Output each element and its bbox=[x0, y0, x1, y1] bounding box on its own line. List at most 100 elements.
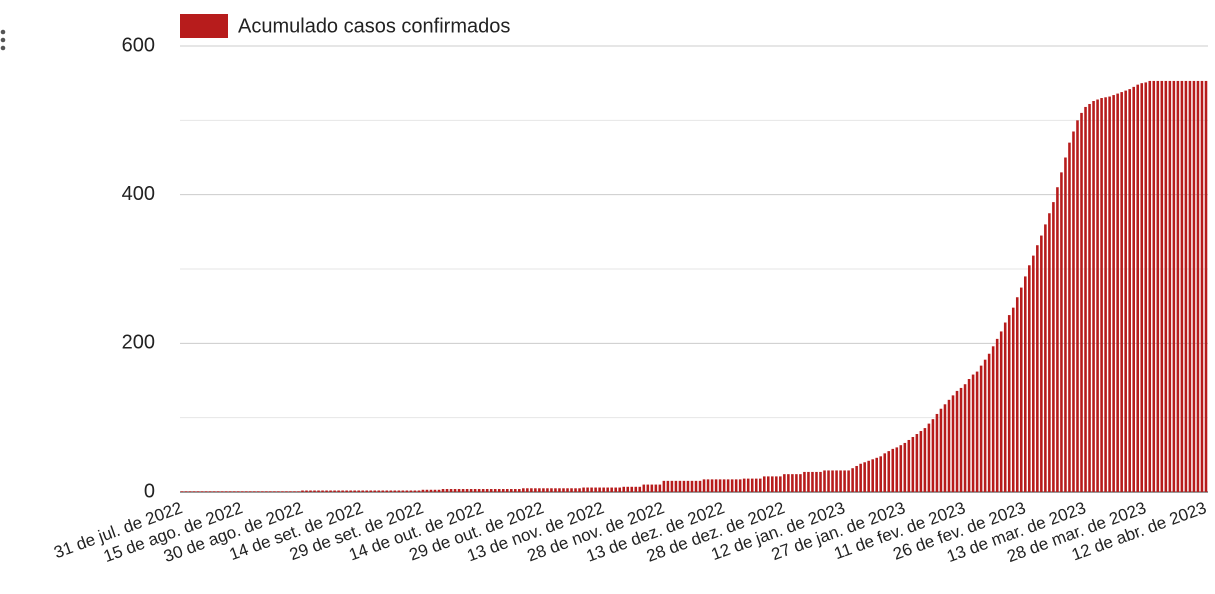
bar bbox=[216, 491, 220, 492]
bar bbox=[590, 487, 593, 492]
bar bbox=[811, 471, 814, 492]
bar bbox=[1128, 89, 1131, 492]
bar bbox=[730, 479, 734, 492]
bar bbox=[461, 489, 465, 492]
bar bbox=[999, 331, 1003, 492]
bar bbox=[1184, 80, 1188, 492]
bar bbox=[831, 470, 834, 492]
bar bbox=[638, 486, 642, 492]
bar bbox=[1019, 287, 1023, 492]
bar bbox=[839, 470, 842, 492]
bar bbox=[377, 490, 381, 492]
bar bbox=[662, 480, 666, 492]
bar bbox=[746, 478, 750, 492]
bar bbox=[204, 491, 208, 492]
bar bbox=[1144, 82, 1148, 492]
bar bbox=[959, 387, 963, 492]
bar bbox=[1068, 142, 1071, 492]
bar bbox=[738, 479, 742, 492]
bar bbox=[369, 490, 373, 492]
bar bbox=[433, 489, 437, 492]
bar bbox=[305, 490, 308, 492]
bar bbox=[321, 490, 324, 492]
bar bbox=[1056, 187, 1059, 492]
bar bbox=[586, 487, 589, 492]
bar bbox=[967, 379, 971, 492]
bar bbox=[337, 490, 340, 492]
bar bbox=[188, 491, 192, 492]
bar bbox=[642, 484, 646, 492]
bar bbox=[1196, 80, 1200, 492]
bar bbox=[1132, 86, 1135, 492]
bar bbox=[843, 470, 846, 492]
bar bbox=[558, 488, 561, 492]
bar bbox=[682, 480, 686, 492]
bar bbox=[413, 490, 417, 492]
bar bbox=[542, 488, 545, 492]
bar bbox=[546, 488, 549, 492]
bar bbox=[353, 490, 356, 492]
bar bbox=[510, 489, 513, 492]
bar bbox=[935, 413, 939, 492]
bar bbox=[289, 491, 292, 492]
bar bbox=[453, 489, 457, 492]
bar bbox=[650, 484, 654, 492]
bar bbox=[578, 488, 581, 492]
bar bbox=[485, 489, 489, 492]
bar bbox=[1024, 276, 1027, 492]
bar bbox=[1160, 80, 1164, 492]
bar bbox=[815, 471, 818, 492]
bar bbox=[975, 371, 979, 492]
bar bbox=[1007, 315, 1011, 492]
bar bbox=[698, 480, 702, 492]
bar bbox=[943, 404, 947, 492]
bar bbox=[409, 490, 413, 492]
bar bbox=[1096, 99, 1099, 493]
bar bbox=[385, 490, 389, 492]
y-tick-label: 600 bbox=[122, 34, 155, 56]
bar bbox=[1003, 322, 1007, 492]
bar bbox=[449, 489, 453, 492]
bar bbox=[706, 479, 710, 492]
bar bbox=[947, 399, 951, 492]
bar bbox=[285, 491, 288, 492]
legend-label: Acumulado casos confirmados bbox=[238, 15, 510, 37]
bar bbox=[742, 478, 746, 492]
bar bbox=[750, 478, 754, 492]
menu-icon[interactable] bbox=[0, 29, 6, 51]
bar bbox=[674, 480, 678, 492]
bar bbox=[1064, 157, 1067, 492]
bar bbox=[1104, 97, 1107, 492]
bar bbox=[923, 428, 927, 492]
bar bbox=[208, 491, 212, 492]
bar bbox=[995, 338, 999, 492]
bar bbox=[899, 445, 903, 492]
bar bbox=[333, 490, 336, 492]
bar bbox=[762, 476, 766, 492]
bar bbox=[1028, 265, 1031, 492]
bar bbox=[678, 480, 682, 492]
bar bbox=[265, 491, 268, 492]
bar bbox=[859, 463, 862, 492]
bar bbox=[180, 491, 184, 492]
bar bbox=[915, 434, 919, 492]
bar bbox=[718, 479, 722, 492]
bar bbox=[963, 384, 967, 492]
bar bbox=[819, 471, 822, 492]
bar bbox=[1152, 80, 1156, 492]
bar bbox=[891, 448, 895, 492]
bar bbox=[758, 478, 762, 492]
bar bbox=[1044, 224, 1047, 492]
bar bbox=[405, 490, 409, 492]
bar bbox=[196, 491, 200, 492]
bar bbox=[895, 447, 899, 492]
bar bbox=[602, 487, 605, 492]
bar bbox=[309, 490, 312, 492]
bar bbox=[979, 365, 983, 492]
bar bbox=[803, 471, 806, 492]
bar bbox=[799, 474, 802, 492]
bar bbox=[445, 489, 449, 492]
bar bbox=[610, 487, 613, 492]
bar bbox=[212, 491, 216, 492]
